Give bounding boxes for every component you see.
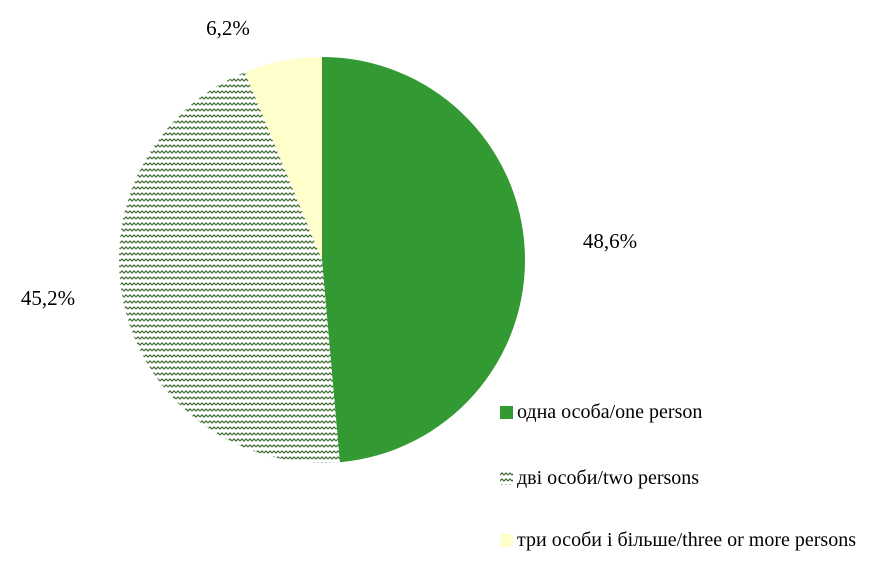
legend-swatch: [500, 534, 513, 547]
data-label: 6,2%: [206, 16, 250, 40]
legend-item: дві особи/two persons: [500, 466, 890, 490]
pie-slice: [322, 57, 526, 463]
legend-label: дві особи/two persons: [517, 467, 700, 489]
data-label: 48,6%: [583, 229, 637, 253]
data-label: 45,2%: [21, 286, 75, 310]
legend-label: три особи і більше/three or more persons: [517, 529, 856, 551]
legend-swatch: [500, 406, 513, 419]
legend-item: одна особа/one person: [500, 400, 890, 424]
legend-item: три особи і більше/three or more persons: [500, 528, 890, 552]
pie-slice: [244, 57, 322, 260]
legend-label: одна особа/one person: [517, 401, 703, 423]
pie-slice: [119, 72, 340, 463]
legend-swatch: [500, 472, 513, 485]
